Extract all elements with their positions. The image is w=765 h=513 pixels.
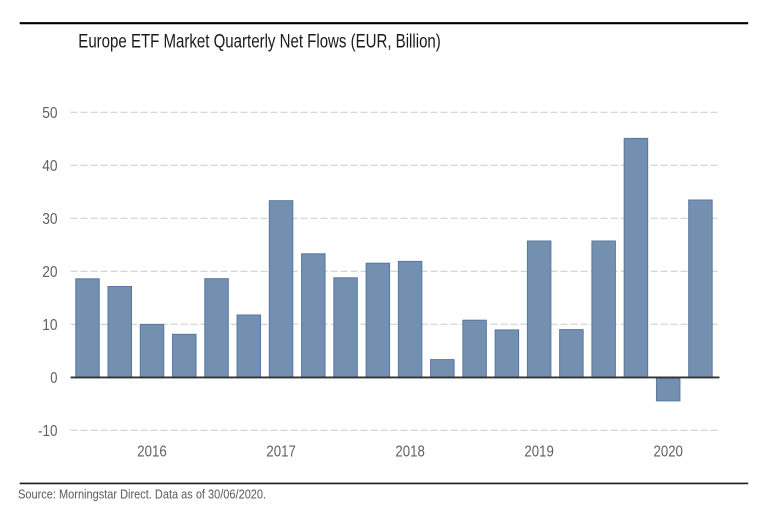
svg-text:2018: 2018 (395, 443, 424, 460)
svg-text:0: 0 (50, 370, 57, 387)
svg-text:-10: -10 (38, 423, 58, 440)
svg-text:Europe ETF Market Quarterly Ne: Europe ETF Market Quarterly Net Flows (E… (78, 32, 441, 53)
svg-text:2017: 2017 (266, 443, 295, 460)
svg-text:50: 50 (42, 105, 57, 122)
svg-text:2020: 2020 (654, 443, 683, 460)
svg-text:Source: Morningstar Direct. Da: Source: Morningstar Direct. Data as of 3… (18, 486, 266, 501)
svg-text:40: 40 (42, 158, 57, 175)
svg-text:2016: 2016 (137, 443, 166, 460)
svg-text:30: 30 (42, 211, 57, 228)
svg-text:2019: 2019 (524, 443, 553, 460)
svg-text:20: 20 (42, 264, 57, 281)
svg-text:10: 10 (42, 317, 57, 334)
